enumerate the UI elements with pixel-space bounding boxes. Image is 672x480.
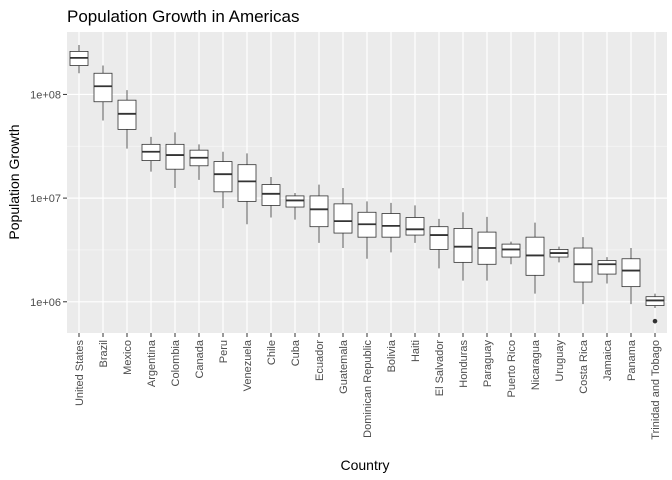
x-tick-label: United States (74, 340, 86, 407)
x-tick-label: Mexico (122, 340, 134, 375)
box-series (69, 44, 665, 324)
box-iqr (213, 161, 233, 193)
y-tick-label: 1e+07 (30, 193, 61, 205)
box-dominican-republic (357, 201, 377, 259)
box-iqr (501, 243, 521, 258)
box-el-salvador (429, 218, 449, 269)
x-tick-label: Puerto Rico (506, 340, 518, 397)
box-trinidad-and-tobago (645, 293, 665, 324)
box-puerto-rico (501, 241, 521, 265)
x-tick-label: Nicaragua (530, 339, 542, 390)
box-mexico (117, 90, 137, 149)
box-iqr (333, 203, 353, 234)
box-chile (261, 176, 281, 218)
x-tick-label: Jamaica (602, 339, 614, 381)
x-tick-label: Uruguay (554, 340, 566, 382)
y-tick-label: 1e+08 (30, 89, 61, 101)
box-argentina (141, 136, 161, 172)
outlier-point (652, 318, 658, 324)
x-tick-label: Guatemala (338, 339, 350, 394)
x-axis-title: Country (340, 457, 389, 473)
box-cuba (285, 193, 305, 220)
box-uruguay (549, 246, 569, 263)
box-guatemala (333, 188, 353, 249)
box-iqr (165, 143, 185, 170)
box-peru (213, 151, 233, 209)
x-tick-label: Dominican Republic (362, 340, 374, 438)
box-iqr (93, 72, 113, 103)
x-tick-label: Paraguay (482, 340, 494, 388)
box-united-states (69, 44, 89, 74)
x-tick-label: Costa Rica (578, 339, 590, 394)
x-tick-label: Honduras (458, 340, 470, 388)
x-tick-label: Ecuador (314, 340, 326, 381)
x-tick-label: Argentina (146, 339, 158, 387)
box-haiti (405, 205, 425, 243)
x-tick-label: Haiti (410, 340, 422, 362)
box-ecuador (309, 184, 329, 243)
box-iqr (309, 195, 329, 228)
box-nicaragua (525, 222, 545, 294)
box-iqr (285, 195, 305, 208)
box-iqr (453, 228, 473, 263)
x-tick-label: Venezuela (242, 339, 254, 391)
y-axis: 1e+06 1e+07 1e+08 (30, 89, 67, 309)
box-brazil (93, 65, 113, 121)
x-tick-label: Brazil (98, 340, 110, 368)
y-tick-label: 1e+06 (30, 297, 61, 309)
box-colombia (165, 132, 185, 189)
box-iqr (117, 99, 137, 130)
box-iqr (429, 226, 449, 250)
y-axis-title: Population Growth (6, 124, 22, 239)
x-tick-label: Panama (626, 339, 638, 381)
box-bolivia (381, 202, 401, 253)
box-costa-rica (573, 237, 593, 305)
x-tick-label: Trinidad and Tobago (650, 340, 662, 440)
box-honduras (453, 212, 473, 281)
box-venezuela (237, 153, 257, 225)
x-tick-label: El Salvador (434, 340, 446, 397)
box-paraguay (477, 216, 497, 281)
box-canada (189, 144, 209, 180)
x-tick-label: Peru (218, 340, 230, 363)
box-iqr (405, 217, 425, 236)
box-iqr (597, 260, 617, 275)
box-iqr (621, 258, 641, 288)
x-tick-label: Chile (266, 340, 278, 365)
x-axis: United States Brazil Mexico Argentina Colomb… (74, 333, 662, 440)
x-tick-label: Cuba (290, 339, 302, 366)
box-jamaica (597, 257, 617, 284)
x-tick-label: Canada (194, 339, 206, 378)
box-iqr (261, 184, 281, 206)
x-tick-label: Bolivia (386, 339, 398, 372)
box-iqr (237, 164, 257, 202)
x-tick-label: Colombia (170, 339, 182, 386)
box-panama (621, 248, 641, 305)
chart-title: Population Growth in Americas (67, 7, 299, 26)
